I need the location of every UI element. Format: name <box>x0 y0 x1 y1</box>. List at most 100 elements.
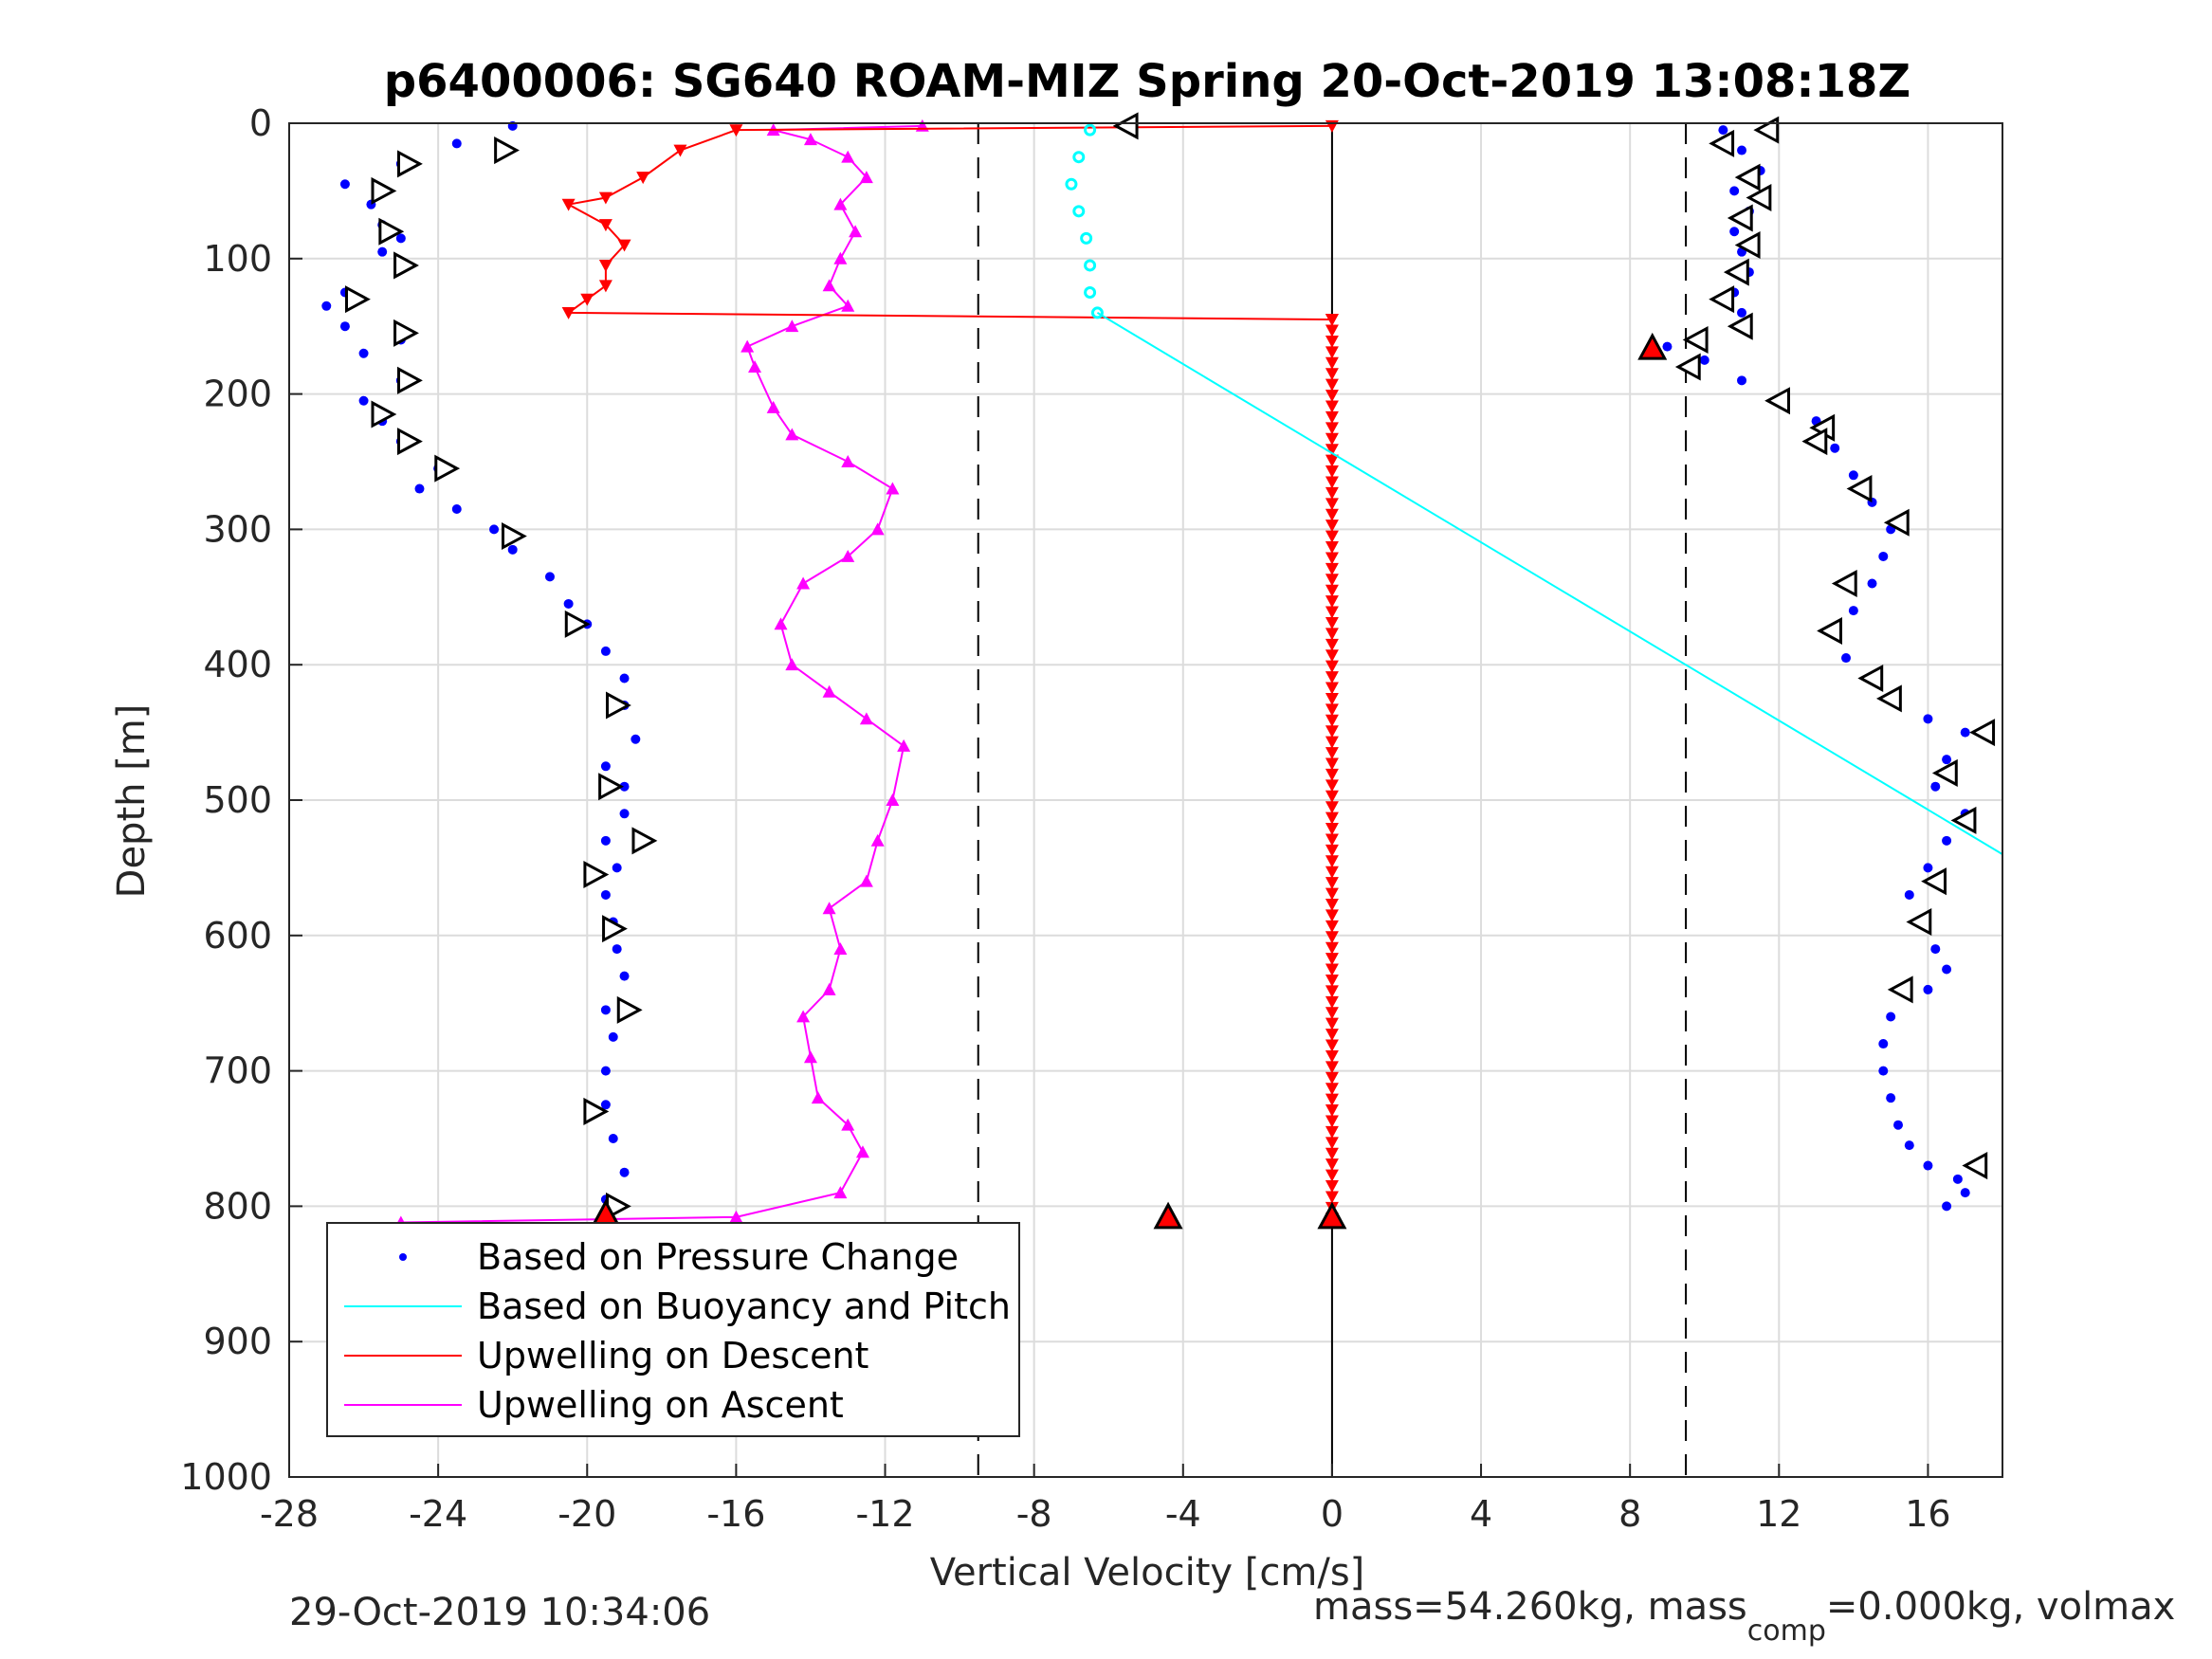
ascent-direction-marker <box>1723 258 1749 286</box>
x-tick-label: 8 <box>1618 1493 1641 1535</box>
descent-direction-marker <box>371 400 397 428</box>
upwelling-ascent-marker <box>859 712 873 725</box>
buoyancy-pitch-marker <box>1080 231 1093 245</box>
pressure-change-point <box>612 863 622 873</box>
ascent-direction-marker <box>1801 428 1828 456</box>
upwelling-descent-marker <box>1325 390 1339 403</box>
pressure-change-point <box>358 348 369 358</box>
upwelling-descent-marker <box>598 280 612 293</box>
upwelling-descent-marker <box>1325 887 1339 901</box>
pressure-change-point <box>1841 653 1852 664</box>
pressure-change-point <box>600 1100 611 1110</box>
upwelling-ascent-marker <box>833 197 848 210</box>
upwelling-descent-marker <box>1325 1083 1339 1096</box>
upwelling-descent-marker <box>1325 811 1339 825</box>
upwelling-ascent-marker <box>859 171 873 184</box>
upwelling-descent-marker <box>1325 1029 1339 1042</box>
ascent-direction-marker <box>1746 184 1772 212</box>
upwelling-descent-marker <box>1325 465 1339 478</box>
ascent-direction-marker <box>1831 570 1857 598</box>
descent-direction-marker <box>631 827 658 855</box>
ascent-direction-marker <box>1906 908 1932 937</box>
pressure-change-point <box>1662 341 1673 352</box>
upwelling-descent-marker <box>1325 1007 1339 1020</box>
upwelling-descent-marker <box>1325 844 1339 857</box>
y-tick-label: 300 <box>203 508 272 550</box>
pressure-change-point <box>377 246 388 257</box>
upwelling-descent-marker <box>1325 995 1339 1009</box>
descent-direction-marker <box>602 915 628 943</box>
upwelling-ascent-marker <box>886 482 900 495</box>
upwelling-descent-marker <box>1325 616 1339 629</box>
pressure-change-point <box>1960 1188 1970 1198</box>
upwelling-descent-marker <box>1325 682 1339 695</box>
ascent-direction-marker <box>1887 975 1913 1004</box>
pressure-change-point <box>451 503 462 514</box>
upwelling-descent-marker <box>1325 562 1339 575</box>
ascent-direction-marker <box>1764 387 1791 415</box>
pressure-change-point <box>1878 1039 1889 1049</box>
upwelling-descent-marker <box>1325 314 1339 327</box>
ascent-direction-marker <box>1817 616 1842 646</box>
descent-direction-marker <box>345 285 371 314</box>
pressure-change-point <box>321 301 332 311</box>
pressure-change-point <box>1942 964 1952 975</box>
upwelling-descent-marker <box>1325 606 1339 619</box>
upwelling-descent-marker <box>1325 410 1339 424</box>
upwelling-descent-marker <box>617 239 631 252</box>
pressure-change-point <box>619 1167 630 1177</box>
mass-prefix: mass=54.260kg, mass <box>1313 1585 1747 1629</box>
buoyancy-pitch-marker <box>1072 205 1086 218</box>
upwelling-descent-marker <box>598 219 612 232</box>
descent-direction-marker <box>564 610 591 638</box>
red-event-marker <box>1637 332 1668 360</box>
ascent-direction-marker <box>1112 112 1139 140</box>
upwelling-ascent-marker <box>822 684 836 698</box>
upwelling-descent-marker <box>1325 508 1339 521</box>
pressure-change-point <box>1737 375 1747 386</box>
pressure-change-point <box>1729 186 1740 196</box>
pressure-change-point <box>451 138 462 149</box>
upwelling-descent-marker <box>1325 454 1339 467</box>
legend: Based on Pressure Change Based on Buoyanc… <box>326 1222 1020 1437</box>
upwelling-descent-marker <box>1325 476 1339 489</box>
upwelling-descent-marker <box>1325 346 1339 359</box>
upwelling-descent-marker <box>1325 638 1339 651</box>
pressure-change-point <box>507 544 518 555</box>
descent-direction-marker <box>378 217 405 246</box>
pressure-change-point <box>1930 781 1941 792</box>
pressure-change-point <box>619 971 630 981</box>
buoyancy-pitch-marker <box>1065 177 1078 191</box>
upwelling-descent-marker <box>1325 941 1339 955</box>
upwelling-descent-marker <box>1325 649 1339 663</box>
ascent-direction-marker <box>1727 312 1753 340</box>
footer-mass-info: mass=54.260kg, masscomp=0.000kg, volmax <box>1313 1585 2175 1648</box>
pressure-change-point <box>563 598 574 609</box>
descent-direction-marker <box>494 137 520 165</box>
upwelling-descent-marker <box>1325 335 1339 348</box>
ascent-direction-marker <box>1727 204 1753 232</box>
upwelling-descent-marker <box>1325 1115 1339 1128</box>
pressure-change-point <box>395 233 406 244</box>
pressure-change-point <box>1878 1066 1889 1076</box>
descent-direction-marker <box>616 995 643 1024</box>
upwelling-descent-marker <box>1325 1071 1339 1085</box>
legend-label: Upwelling on Ascent <box>477 1384 844 1426</box>
y-tick-label: 400 <box>203 644 272 685</box>
upwelling-descent-marker <box>1325 899 1339 911</box>
x-tick-label: -20 <box>558 1493 616 1535</box>
upwelling-descent-marker <box>561 306 576 319</box>
mass-subscript: comp <box>1746 1614 1826 1648</box>
upwelling-ascent-marker <box>870 522 885 536</box>
axes: -28 -24 -20 -16 -12 -8 -4 0 4 8 12 16 0 100 200 300 400 5… <box>180 102 2003 1535</box>
upwelling-ascent-marker <box>785 319 799 333</box>
ascent-direction-marker <box>1674 353 1701 381</box>
upwelling-ascent-marker <box>811 1091 825 1104</box>
pressure-change-point <box>339 179 350 190</box>
pressure-change-point <box>414 483 425 494</box>
upwelling-ascent-marker <box>785 428 799 441</box>
upwelling-descent-marker <box>1325 963 1339 976</box>
upwelling-descent-marker <box>1325 520 1339 533</box>
upwelling-descent-marker <box>1325 1180 1339 1193</box>
